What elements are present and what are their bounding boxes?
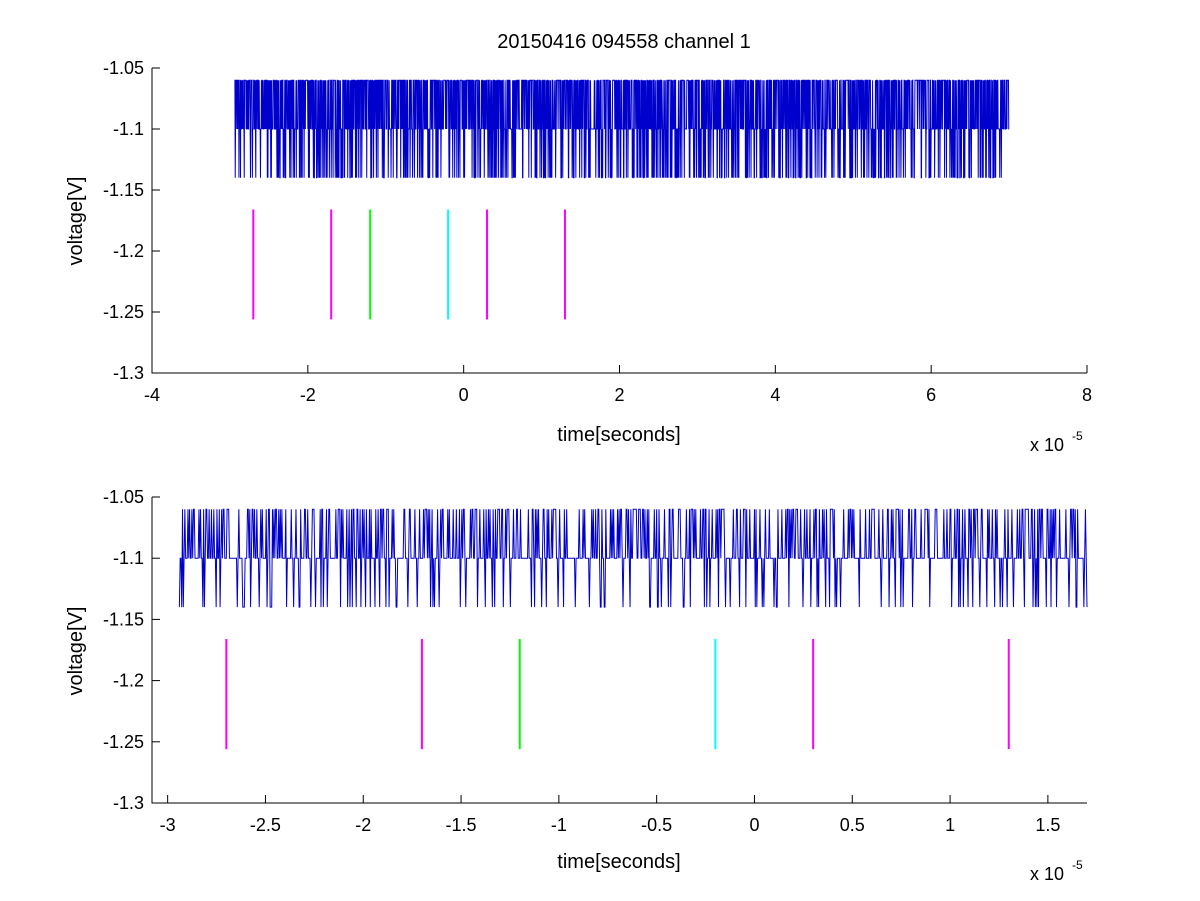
y-tick-label: -1.2 (113, 671, 144, 691)
axes-frame (151, 497, 1087, 804)
y-tick-label: -1.1 (113, 119, 144, 139)
axes-frame (151, 68, 1087, 374)
y-tick-label: -1.2 (113, 241, 144, 261)
x-tick-label: -1.5 (446, 815, 477, 835)
tick-group: -3 -2.5 -2 -1.5 -1 -0.5 0 0.5 1 1.5 -1.05 -1.1 -1.15… (103, 487, 1060, 835)
x-tick-label: 0.5 (840, 815, 865, 835)
x-tick-label: 8 (1082, 385, 1092, 405)
x-tick-label: -0.5 (641, 815, 672, 835)
tick-group: -4 -2 0 2 4 6 8 -1.05 -1.1 -1.15 -1.2 -1.25 -1.3 (103, 58, 1092, 405)
y-tick-label: -1.3 (113, 793, 144, 813)
y-tick-label: -1.05 (103, 58, 144, 78)
signal-trace (178, 508, 1088, 608)
chart-title: 20150416 094558 channel 1 (497, 31, 751, 53)
signal-trace (234, 79, 1010, 179)
y-tick-label: -1.05 (103, 487, 144, 507)
x-tick-label: 0 (459, 385, 469, 405)
x-tick-label: -2 (355, 815, 371, 835)
x-tick-label: -2 (300, 385, 316, 405)
x-exponent-power: -5 (1072, 429, 1083, 443)
x-tick-label: 6 (926, 385, 936, 405)
y-tick-label: -1.25 (103, 302, 144, 322)
x-exponent-power: -5 (1072, 858, 1083, 872)
x-tick-label: 4 (770, 385, 780, 405)
x-tick-label: 2 (614, 385, 624, 405)
x-axis-label: time[seconds] (557, 424, 680, 446)
x-tick-label: -3 (160, 815, 176, 835)
y-tick-label: -1.25 (103, 732, 144, 752)
y-axis-label: voltage[V] (65, 177, 87, 266)
x-tick-label: -1 (551, 815, 567, 835)
x-tick-label: -2.5 (250, 815, 281, 835)
x-tick-label: 1 (945, 815, 955, 835)
x-exponent-label: x 10 (1030, 864, 1064, 884)
signal-trace-group (234, 79, 1010, 179)
marker-group (225, 638, 1010, 750)
y-tick-label: -1.1 (113, 548, 144, 568)
y-tick-label: -1.15 (103, 609, 144, 629)
x-tick-label: -4 (144, 385, 160, 405)
signal-trace-group (178, 508, 1088, 608)
bottom-chart: time[seconds] voltage[V] x 10 -5 -3 -2.5-… (65, 487, 1088, 884)
y-tick-label: -1.15 (103, 180, 144, 200)
y-tick-label: -1.3 (113, 363, 144, 383)
y-axis-label: voltage[V] (65, 607, 87, 696)
x-exponent-label: x 10 (1030, 435, 1064, 455)
x-tick-label: 1.5 (1035, 815, 1060, 835)
x-axis-label: time[seconds] (557, 851, 680, 873)
x-tick-label: 0 (749, 815, 759, 835)
marker-group (252, 209, 566, 320)
top-chart: 20150416 094558 channel 1 time[seconds] … (65, 31, 1092, 455)
